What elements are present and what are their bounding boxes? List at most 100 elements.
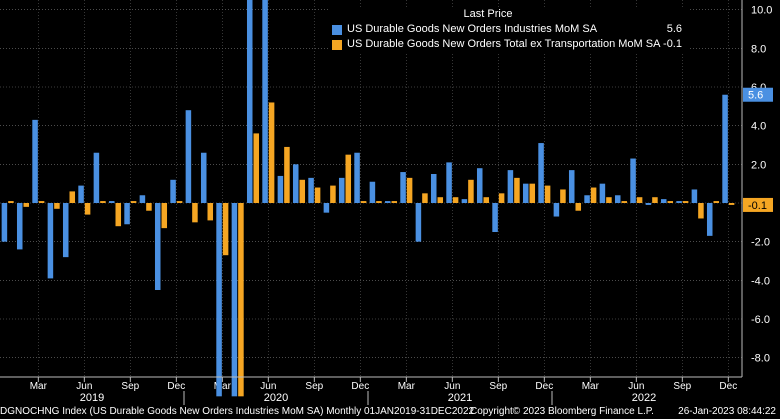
x-tick-label: Sep xyxy=(489,381,507,392)
bar-ex-transportation xyxy=(560,189,566,203)
bar-industries xyxy=(16,203,23,250)
bar-industries xyxy=(1,203,8,242)
bar-industries xyxy=(338,177,345,203)
bar-ex-transportation xyxy=(345,154,352,203)
bar-industries xyxy=(446,162,452,203)
bar-industries xyxy=(47,203,54,279)
bar-industries xyxy=(323,203,330,213)
bar-ex-transportation xyxy=(376,201,382,203)
bar-industries xyxy=(584,195,590,203)
bar-industries xyxy=(231,203,238,397)
bar-ex-transportation xyxy=(452,197,459,203)
bar-ex-transportation xyxy=(437,197,444,203)
bar-industries xyxy=(32,119,38,203)
legend-value: -0.1 xyxy=(663,38,682,50)
bar-industries xyxy=(691,189,698,203)
x-tick-label: Sep xyxy=(121,381,139,392)
bar-industries xyxy=(185,110,192,203)
legend-swatch xyxy=(332,24,342,35)
bar-industries xyxy=(645,203,652,205)
bar-ex-transportation xyxy=(544,185,551,203)
bar-ex-transportation xyxy=(314,187,321,203)
bar-ex-transportation xyxy=(192,203,198,223)
bar-ex-transportation xyxy=(652,197,658,203)
bar-ex-transportation xyxy=(100,201,106,203)
bar-ex-transportation xyxy=(84,203,91,215)
bar-ex-transportation xyxy=(728,203,735,205)
y-tick-label: 8.0 xyxy=(751,43,766,55)
bar-ex-transportation xyxy=(23,203,30,207)
footer-source: DGNOCHNG Index (US Durable Goods New Ord… xyxy=(0,406,475,417)
legend-item: US Durable Goods New Orders Total ex Tra… xyxy=(328,37,688,52)
x-tick-label: Sep xyxy=(305,381,323,392)
legend-label: US Durable Goods New Orders Total ex Tra… xyxy=(347,38,661,50)
bar-ex-transportation xyxy=(253,133,260,203)
bar-ex-transportation xyxy=(483,197,490,203)
bar-industries xyxy=(200,152,207,203)
last-value-tag-label: -0.1 xyxy=(748,200,767,212)
bar-ex-transportation xyxy=(176,201,183,203)
bar-industries xyxy=(476,168,483,203)
bar-ex-transportation xyxy=(682,201,689,203)
x-tick-label: Dec xyxy=(535,381,553,392)
bar-industries xyxy=(78,185,84,203)
bar-industries xyxy=(108,201,115,203)
bar-ex-transportation xyxy=(391,201,398,203)
bar-industries xyxy=(599,183,606,203)
bar-ex-transportation xyxy=(238,203,244,397)
footer-timestamp: 26-Jan-2023 08:44:22 xyxy=(678,406,776,417)
footer-copyright: Copyright© 2023 Bloomberg Finance L.P. xyxy=(470,406,654,417)
bar-ex-transportation xyxy=(360,201,367,203)
y-tick-label: 10.0 xyxy=(751,5,772,17)
year-label: 2021 xyxy=(448,392,472,404)
bar-industries xyxy=(154,203,161,290)
bar-industries xyxy=(93,152,100,203)
y-tick-label: -2.0 xyxy=(751,237,770,249)
bar-ex-transportation xyxy=(161,203,168,229)
bar-industries xyxy=(308,177,314,203)
bar-ex-transportation xyxy=(268,102,275,203)
bar-ex-transportation xyxy=(54,203,60,209)
bar-industries xyxy=(124,203,130,225)
bar-ex-transportation xyxy=(621,201,628,203)
legend-item: US Durable Goods New Orders Industries M… xyxy=(328,22,688,37)
bar-industries xyxy=(62,203,69,258)
bar-industries xyxy=(676,201,682,203)
bar-industries xyxy=(246,0,253,203)
bar-industries xyxy=(292,164,299,203)
bar-ex-transportation xyxy=(115,203,122,227)
last-value-tag xyxy=(743,197,773,212)
bar-ex-transportation xyxy=(468,179,474,203)
y-tick-label: 2.0 xyxy=(751,159,766,171)
bar-industries xyxy=(216,203,222,397)
legend: Last Price US Durable Goods New Orders I… xyxy=(328,7,688,52)
y-tick-label: -8.0 xyxy=(751,353,770,365)
legend-swatch xyxy=(332,39,342,50)
x-tick-label: Mar xyxy=(398,381,416,392)
bar-ex-transportation xyxy=(575,203,582,211)
bar-industries xyxy=(568,170,575,203)
bar-ex-transportation xyxy=(207,203,214,221)
last-value-tag-label: 5.6 xyxy=(748,90,763,102)
legend-label: US Durable Goods New Orders Industries M… xyxy=(347,23,598,35)
year-label: 2019 xyxy=(80,392,104,404)
bar-industries xyxy=(553,203,560,217)
bar-industries xyxy=(722,94,728,203)
bar-ex-transportation xyxy=(299,179,306,203)
legend-header: Last Price xyxy=(463,8,513,20)
bar-industries xyxy=(170,179,176,203)
bar-ex-transportation xyxy=(590,187,597,203)
chart: -8.0-6.0-4.0-2.00.02.04.06.08.010.0MarJu… xyxy=(0,0,773,405)
bar-industries xyxy=(507,170,514,203)
year-label: 2020 xyxy=(264,392,288,404)
bar-ex-transportation xyxy=(130,201,137,203)
year-label: 2022 xyxy=(632,392,656,404)
bar-ex-transportation xyxy=(713,201,720,203)
bar-ex-transportation xyxy=(606,197,612,203)
bar-industries xyxy=(400,172,406,203)
x-tick-label: Sep xyxy=(673,381,691,392)
x-tick-label: Jun xyxy=(628,381,644,392)
x-tick-label: Dec xyxy=(351,381,369,392)
bar-industries xyxy=(538,143,544,203)
legend-value: 5.6 xyxy=(666,23,682,35)
